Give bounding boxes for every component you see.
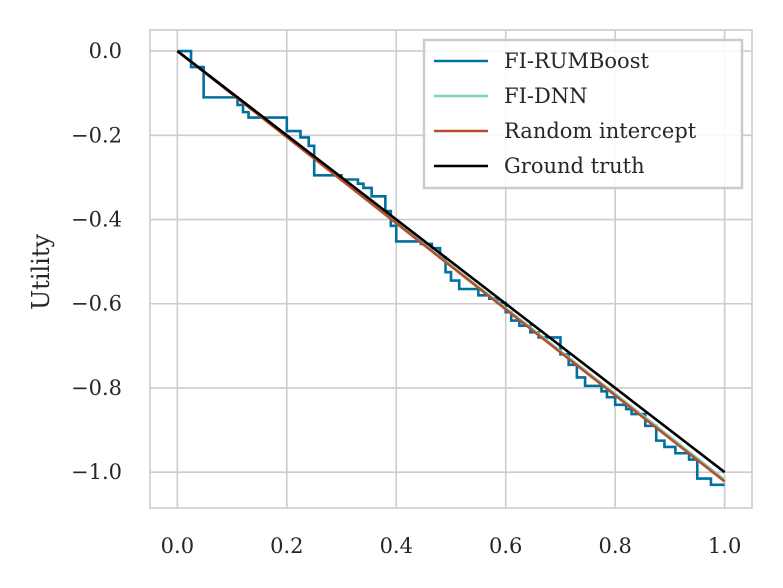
- legend-label-fi-rumboost: FI-RUMBoost: [504, 49, 649, 73]
- legend: FI-RUMBoost FI-DNN Random intercept Ground …: [422, 38, 744, 190]
- y-tick-label: −0.8: [71, 376, 122, 400]
- x-tick-label: 0.2: [270, 534, 303, 558]
- y-tick-label: −1.0: [71, 460, 122, 484]
- legend-box: [422, 38, 744, 190]
- y-tick-labels: 0.0 −0.2 −0.4 −0.6 −0.8 −1.0: [71, 39, 122, 484]
- legend-label-random-intercept: Random intercept: [504, 119, 697, 143]
- y-tick-label: 0.0: [89, 39, 122, 63]
- series-line-fi-rumboost: [177, 49, 725, 487]
- grid: [150, 30, 752, 508]
- y-tick-label: −0.2: [71, 123, 122, 147]
- series-layer: [176, 49, 726, 487]
- x-tick-label: 0.8: [598, 534, 631, 558]
- x-tick-label: 0.0: [161, 534, 194, 558]
- legend-label-fi-dnn: FI-DNN: [504, 84, 588, 108]
- x-tick-label: 0.4: [380, 534, 413, 558]
- legend-label-ground-truth: Ground truth: [504, 154, 645, 178]
- y-tick-label: −0.6: [71, 292, 122, 316]
- x-tick-label: 0.6: [489, 534, 522, 558]
- y-axis-label: Utility: [27, 234, 55, 311]
- plot-frame: [149, 29, 753, 509]
- y-tick-label: −0.4: [71, 208, 122, 232]
- x-tick-labels: 0.0 0.2 0.4 0.6 0.8 1.0: [161, 534, 742, 558]
- series-line-ground-truth: [176, 50, 726, 474]
- x-tick-label: 1.0: [708, 534, 741, 558]
